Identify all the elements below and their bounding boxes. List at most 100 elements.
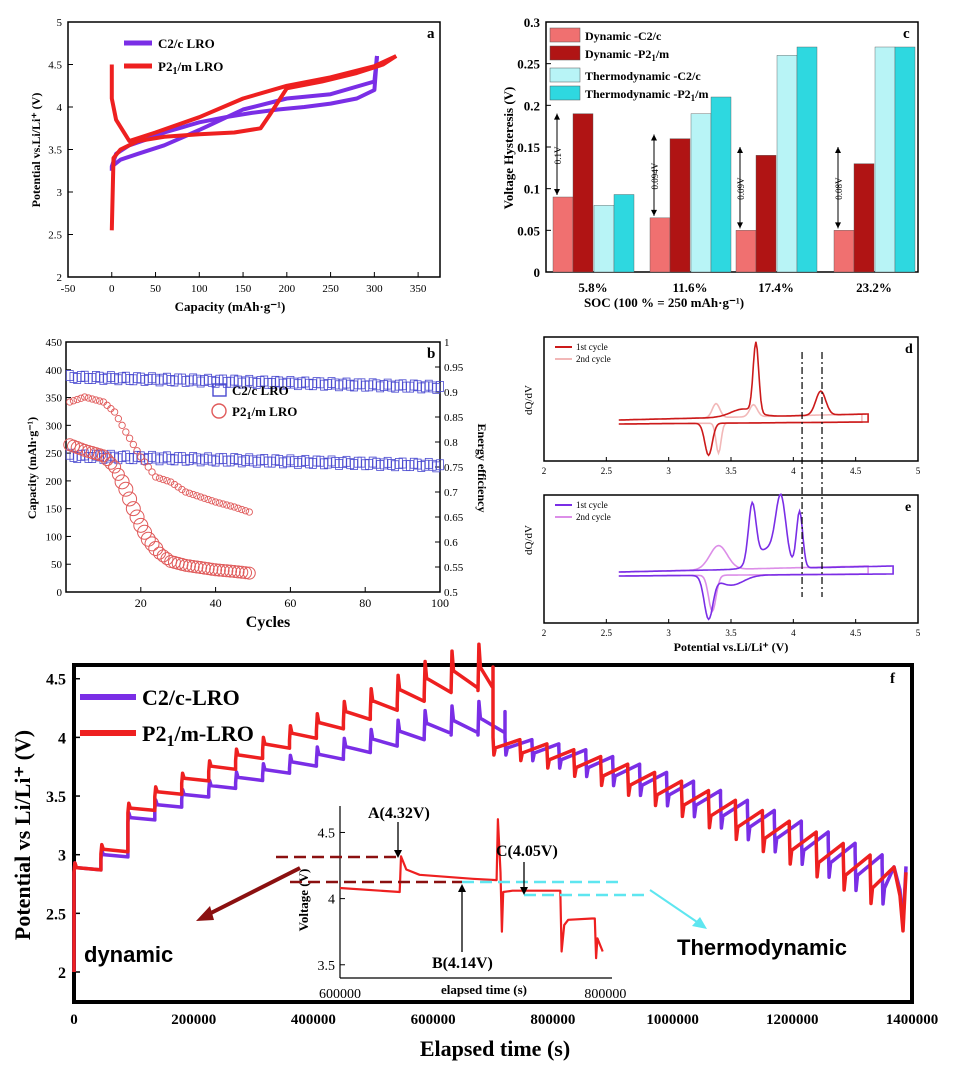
- b-circle-eff-point: [77, 394, 85, 402]
- legend-thermo-p21m-swatch: [549, 85, 581, 101]
- c-category-label: 5.8%: [578, 280, 607, 295]
- b-circle-eff-point: [144, 463, 152, 471]
- e-legend-2: 2nd cycle: [576, 512, 611, 522]
- b-circle-cap-point: [179, 558, 193, 572]
- panel-f-ylabel: Potential vs Li/Li⁺ (V): [10, 730, 35, 940]
- b-circle-eff-point: [137, 453, 145, 461]
- f-ytick-label: 2: [58, 965, 66, 982]
- b-circle-cap-point: [242, 566, 256, 580]
- legend-thermo-p21m: Thermodynamic -P21/m: [585, 87, 709, 103]
- b-circle-cap-point: [114, 474, 130, 490]
- a-ytick-label: 3.5: [48, 145, 62, 157]
- panel-c: c 0 0.05 0.1 0.15 0.2 0.25 0.3 5.8% 11.6% 17.4% 2…: [501, 15, 919, 310]
- legend-dyn-c2c-swatch: [549, 27, 581, 43]
- panel-d: d dQ/dV 2 2.5 3 3.5 4 4.5 5 1st cycle 2nd cycl…: [523, 336, 921, 476]
- b-circle-eff-point: [125, 434, 134, 442]
- d-legend-2: 2nd cycle: [576, 354, 611, 364]
- b-ytick-label: 350: [46, 393, 63, 405]
- legend-thermo-c2c-swatch: [549, 67, 581, 83]
- b-circle-eff-point: [182, 488, 190, 496]
- b-circle-eff-point: [211, 498, 220, 506]
- b-y2tick-label: 0.7: [444, 487, 458, 499]
- b-circle-cap-point: [122, 491, 138, 507]
- a-ytick-label: 2.5: [48, 230, 62, 242]
- de-xtick-label: 3.5: [725, 466, 737, 476]
- b-circle-cap-point: [129, 509, 145, 525]
- legend-square-icon: [212, 383, 227, 397]
- panel-a-xticks: -50 0 50 100 150 200 250 300 350: [61, 272, 427, 295]
- c-annot-down-icon: [835, 222, 841, 229]
- b-circle-eff-point: [69, 397, 78, 405]
- c-ytick-label: 0: [534, 265, 541, 280]
- b-circle-cap-point: [216, 563, 230, 577]
- panel-a-yticks: 2 2.5 3 3.5 4 4.5 5: [48, 17, 73, 284]
- label-dynamic: dynamic: [84, 942, 173, 967]
- a-xtick-label: 250: [322, 283, 339, 295]
- arrow-c-head-icon: [520, 887, 528, 895]
- a-xtick-label: 350: [410, 283, 427, 295]
- panel-c-label: c: [903, 26, 910, 42]
- de-xtick-label: 2.5: [601, 628, 613, 638]
- a-ytick-label: 2: [57, 272, 63, 284]
- inset-ticks: 3.5 4 4.5 600000 800000: [318, 826, 627, 1002]
- a-charge-curve-1: [109, 54, 398, 231]
- legend-p21m-b: P21/m LRO: [232, 404, 297, 422]
- b-circle-eff-point: [204, 495, 212, 504]
- panel-b-xticks: 20 40 60 80 100: [135, 587, 449, 610]
- inset-ylabel: Voltage (V): [296, 869, 311, 932]
- b-xtick-label: 80: [359, 596, 371, 610]
- b-circle-eff-point: [163, 477, 171, 485]
- b-square-point: [436, 381, 444, 392]
- thermo-arrow: [649, 889, 701, 925]
- b-y2tick-label: 0.65: [444, 512, 464, 524]
- panel-e: e dQ/dV Potential vs.Li/Li⁺ (V) 2 2.5 3 3.5…: [523, 493, 921, 654]
- de-xtick-label: 2.5: [601, 466, 613, 476]
- panel-f-xlabel: Elapsed time (s): [420, 1036, 570, 1061]
- d-curve-2nd: [618, 402, 863, 456]
- c-bar: [776, 55, 798, 273]
- b-square-point: [436, 459, 444, 471]
- f-xtick-label: 200000: [171, 1012, 216, 1028]
- c-bar: [613, 194, 635, 273]
- b-circle-eff-point: [122, 428, 130, 436]
- b-circle-eff-point: [133, 447, 141, 455]
- b-circle-cap-point: [100, 453, 114, 467]
- legend-dyn-p21m: Dynamic -P21/m: [585, 47, 669, 63]
- b-circle-eff-point: [178, 485, 186, 494]
- f-xtick-label: 1000000: [646, 1012, 699, 1028]
- f-legend-c2c: C2/c-LRO: [142, 685, 240, 710]
- f-ytick-label: 3: [58, 848, 66, 865]
- b-circle-cap-point: [182, 559, 196, 573]
- panel-c-annotations: 0.1V 0.094V 0.09V 0.08V: [553, 113, 844, 229]
- panel-f-label: f: [890, 671, 896, 687]
- b-circle-eff-point: [107, 405, 115, 413]
- panel-c-legend: Dynamic -C2/c Dynamic -P21/m Thermodynam…: [549, 27, 709, 103]
- b-circle-eff-point: [170, 480, 179, 489]
- inset-xtick-label: 800000: [584, 987, 626, 1002]
- b-circle-eff-point: [245, 508, 253, 516]
- b-circle-eff-point: [185, 489, 194, 497]
- inset-ytick-label: 4: [328, 893, 335, 908]
- b-circle-cap-point: [231, 565, 245, 579]
- f-legend-p21m: P21/m-LRO: [142, 721, 254, 750]
- c-bar: [572, 113, 594, 273]
- a-ytick-label: 5: [57, 17, 63, 29]
- f-ytick-label: 3.5: [46, 789, 66, 806]
- c-bar: [593, 205, 615, 273]
- c-bar: [833, 230, 855, 273]
- legend-dyn-p21m-swatch: [549, 45, 581, 61]
- panel-a-series: [109, 54, 398, 231]
- b-circle-eff-point: [140, 458, 149, 466]
- b-y2tick-label: 0.8: [444, 437, 458, 449]
- b-circle-eff-point: [241, 507, 250, 515]
- d-legend-1: 1st cycle: [576, 342, 608, 352]
- c-annot-down-icon: [737, 222, 743, 229]
- b-circle-eff-point: [84, 394, 93, 402]
- e-legend-1: 1st cycle: [576, 500, 608, 510]
- f-xtick-label: 1400000: [886, 1012, 939, 1028]
- panel-f-frame: [72, 663, 914, 1004]
- de-xtick-label: 4.5: [850, 466, 862, 476]
- b-circle-cap-point: [104, 456, 118, 470]
- c-bar: [649, 217, 671, 273]
